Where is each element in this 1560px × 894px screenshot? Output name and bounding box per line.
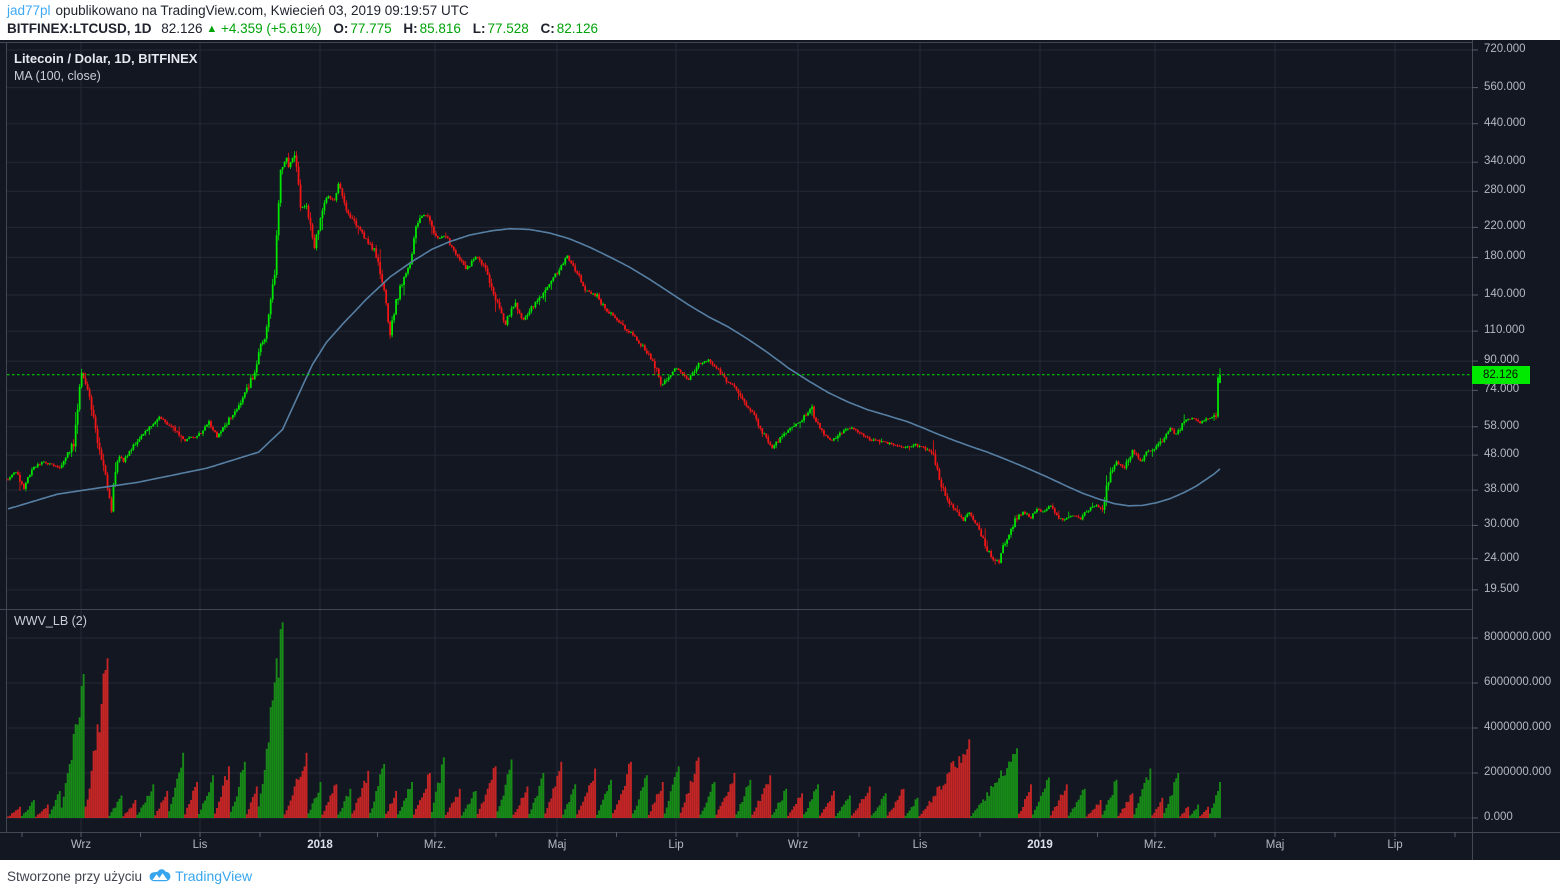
volume-axis-label: 2000000.000	[1484, 766, 1552, 778]
time-axis-label: Wrz	[70, 839, 92, 851]
price-axis-label: 560.000	[1484, 81, 1526, 93]
price-axis-label: 110.000	[1484, 324, 1525, 336]
chart-canvas	[0, 40, 1560, 860]
open-value: 77.775	[350, 21, 392, 36]
ma-legend: MA (100, close)	[14, 69, 101, 83]
price-axis-label: 720.000	[1484, 43, 1526, 55]
volume-axis-label: 0.000	[1484, 811, 1513, 823]
time-axis[interactable]	[0, 832, 1560, 860]
price-axis-label: 38.000	[1484, 483, 1520, 495]
created-with-text: Stworzone przy użyciu	[7, 868, 143, 884]
time-axis-label: 2019	[1027, 839, 1053, 851]
price-axis-label: 19.500	[1484, 583, 1520, 595]
open-label: O:	[333, 21, 349, 36]
price-axis-label: 58.000	[1484, 420, 1520, 432]
low-label: L:	[472, 21, 486, 36]
price-axis-label: 280.000	[1484, 184, 1526, 196]
time-axis-label: Maj	[1265, 839, 1285, 851]
chart-title: Litecoin / Dolar, 1D, BITFINEX	[14, 51, 198, 66]
high-label: H:	[403, 21, 418, 36]
last-price-badge: 82.126	[1472, 366, 1530, 384]
price-axis-label: 30.000	[1484, 518, 1520, 530]
price-axis-label: 90.000	[1484, 354, 1520, 366]
header-bar: jad77pl opublikowano na TradingView.com, …	[0, 0, 1560, 40]
volume-axis-label: 4000000.000	[1484, 721, 1552, 733]
price-axis-label: 24.000	[1484, 552, 1520, 564]
triangle-up-icon: ▲	[206, 23, 218, 35]
price-axis-label: 140.000	[1484, 288, 1526, 300]
time-axis-label: Lip	[668, 839, 684, 851]
username-link[interactable]: jad77pl	[7, 3, 51, 18]
price-axis-label: 74.000	[1484, 383, 1520, 395]
time-axis-label: Wrz	[787, 839, 809, 851]
time-axis-label: Mrz.	[423, 839, 447, 851]
close-label: C:	[540, 21, 555, 36]
time-axis-label: Lis	[912, 839, 928, 851]
footer-bar: Stworzone przy użyciu TradingView	[0, 860, 1560, 894]
price-axis-label: 48.000	[1484, 448, 1520, 460]
change-value: +4.359 (+5.61%)	[220, 21, 322, 36]
publish-line: jad77pl opublikowano na TradingView.com, …	[7, 3, 469, 18]
last-price: 82.126	[161, 21, 203, 36]
time-axis-label: Mrz.	[1143, 839, 1167, 851]
price-axis-label: 180.000	[1484, 250, 1526, 262]
symbol-title: BITFINEX:LTCUSD, 1D	[7, 21, 152, 36]
volume-axis-label: 8000000.000	[1484, 631, 1552, 643]
close-value: 82.126	[556, 21, 599, 36]
volume-axis-label: 6000000.000	[1484, 676, 1552, 688]
price-pane[interactable]	[0, 42, 1472, 609]
time-axis-label: 2018	[307, 839, 333, 851]
indicator-label: WWV_LB (2)	[14, 614, 87, 628]
price-axis-label: 220.000	[1484, 220, 1526, 232]
time-axis-label: Lip	[1387, 839, 1403, 851]
chart-area: Litecoin / Dolar, 1D, BITFINEX MA (100, …	[0, 40, 1560, 860]
tradingview-brand-link[interactable]: TradingView	[175, 868, 253, 884]
price-axis-label: 340.000	[1484, 155, 1526, 167]
high-value: 85.816	[419, 21, 461, 36]
low-value: 77.528	[487, 21, 529, 36]
time-axis-label: Lis	[192, 839, 208, 851]
publish-info: opublikowano na TradingView.com, Kwiecie…	[55, 3, 469, 18]
symbol-line: BITFINEX:LTCUSD, 1D 82.126 ▲ +4.359 (+5.…	[7, 21, 598, 36]
tradingview-logo-icon	[149, 868, 171, 881]
price-axis-label: 440.000	[1484, 117, 1526, 129]
volume-pane[interactable]	[0, 609, 1472, 832]
time-axis-label: Maj	[547, 839, 567, 851]
